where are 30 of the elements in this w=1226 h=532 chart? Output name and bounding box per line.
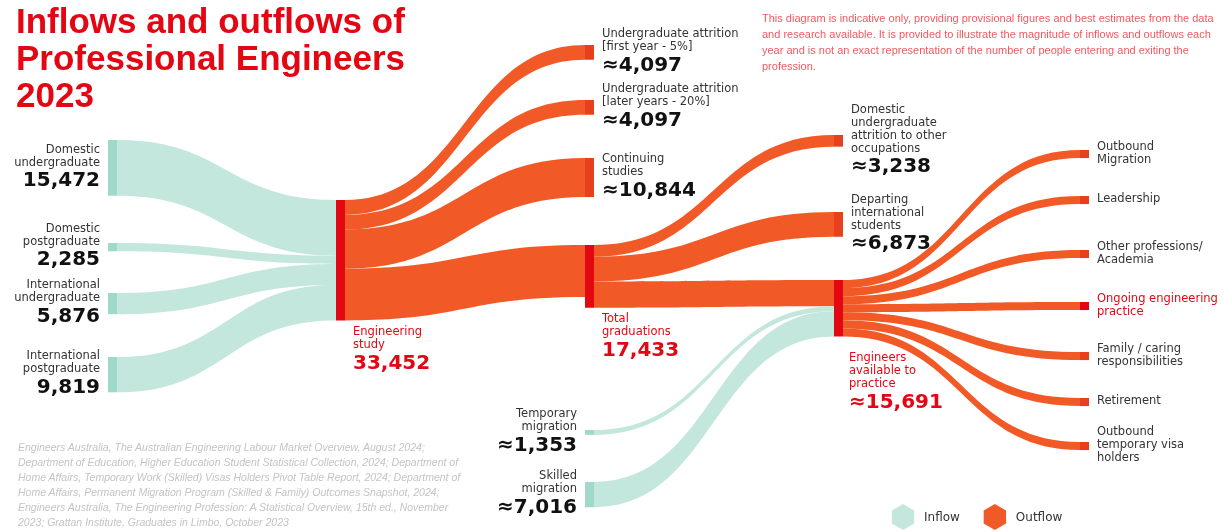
- category-label: Skilled migration: [521, 468, 577, 496]
- category-label: Undergraduate attrition [later years - 20%]: [602, 81, 739, 109]
- category-label: Domestic undergraduate: [14, 141, 100, 169]
- data-label: ≈3,238: [851, 153, 932, 178]
- category-label: Departing international students: [851, 191, 925, 232]
- category-label: Continuing studies: [602, 151, 665, 179]
- category-label: Outbound temporary visa holders: [1097, 424, 1185, 465]
- legend-label: Inflow: [924, 510, 960, 524]
- data-label: ≈6,873: [851, 230, 932, 255]
- category-label: Leadership: [1097, 191, 1161, 206]
- category-label: Undergraduate attrition [first year - 5%]: [602, 26, 739, 54]
- category-label: Engineers available to practice: [849, 350, 917, 391]
- category-label: Other professions/ Academia: [1097, 238, 1203, 266]
- text: Engineers Australia, The Australian Engineering Labour Market Overview, August 2024; Department of Education, Higher Education Student Statistical Collection, 2024; Department of Home Affairs, Temporary Work (Skilled) Visas Holders Pivot Table Report, 2024; Department of Home Affairs, Permanent Migration Program (Skilled & Family) Outcomes Snapshot, 2024; Engineers Australia, The Engineering Profession: A Statistical Overview, 15th ed., November 2023; Grattan Institute, Graduates in Limbo, October 2023: [18, 440, 462, 530]
- legend-label: Outflow: [1015, 510, 1063, 524]
- text: This diagram is indicative only, providing provisional figures and best estimates from the data and research available. It is provided to illustrate the magnitude of inflows and outflows each year and is not an exact representation of the number of people entering and exiting the profession.: [762, 11, 1215, 74]
- category-label: Retirement: [1097, 393, 1162, 408]
- category-label: Domestic undergraduate attrition to other occupations: [851, 101, 947, 155]
- category-label: Domestic postgraduate: [22, 220, 100, 248]
- category-label: Outbound Migration: [1097, 138, 1155, 166]
- category-label: Engineering study: [353, 324, 422, 352]
- category-label: International undergraduate: [14, 277, 100, 305]
- category-label: Total graduations: [601, 311, 671, 339]
- data-label: ≈10,844: [602, 176, 696, 201]
- category-label: Family / caring responsibilities: [1097, 340, 1184, 368]
- category-label: International postgraduate: [22, 348, 100, 376]
- text: Inflows and outflows of Professional Engineers 2023: [16, 1, 407, 114]
- category-label: Temporary migration: [515, 406, 578, 434]
- category-label: Ongoing engineering practice: [1097, 290, 1218, 318]
- data-label: ≈15,691: [849, 388, 943, 413]
